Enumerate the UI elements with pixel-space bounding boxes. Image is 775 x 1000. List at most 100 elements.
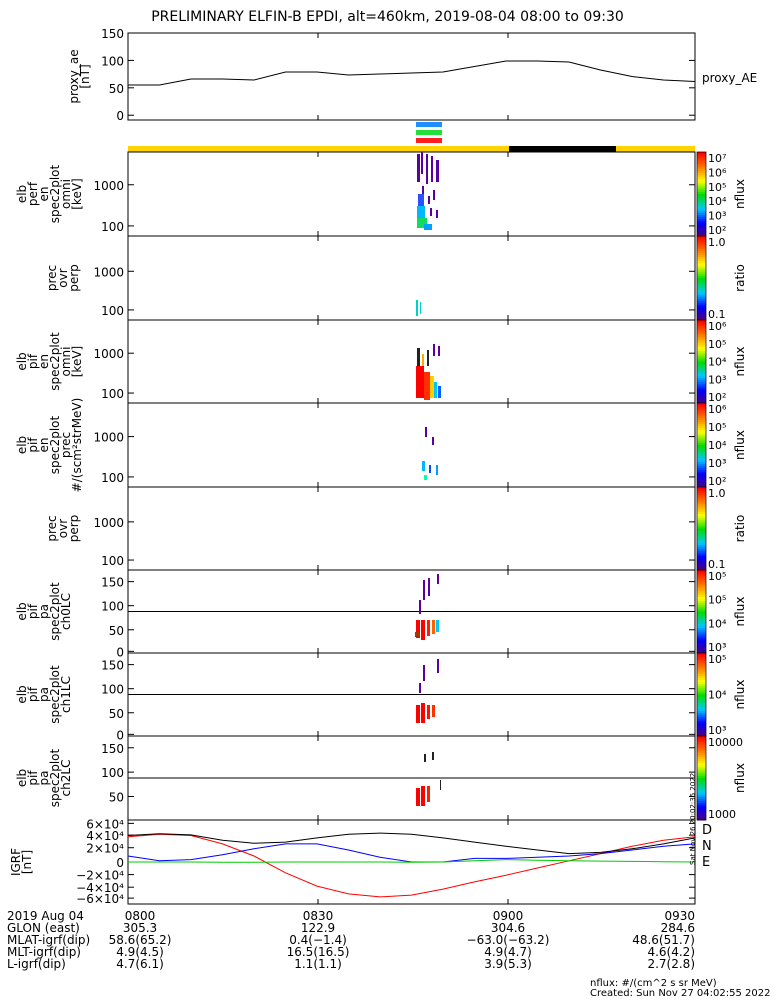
colorbar-cell — [697, 344, 706, 348]
y-axis-label-prec-ovr-perp-1: ovr — [56, 268, 70, 287]
colorbar-cell — [697, 231, 706, 235]
spectrogram-cell — [428, 196, 430, 204]
colorbar-cell — [697, 273, 706, 277]
colorbar-cell — [697, 817, 706, 821]
y-tick-label-elb-pif-omni: 100 — [101, 387, 124, 401]
colorbar-cell — [697, 607, 706, 610]
spectrogram-prec-ovr-perp-1 — [416, 300, 421, 316]
colorbar-cell — [697, 725, 706, 729]
spectrogram-cell — [437, 659, 439, 673]
colorbar-cell — [697, 717, 706, 720]
igrf-e-line — [128, 859, 696, 863]
spectrogram-cell — [437, 574, 439, 584]
spectrogram-cell — [433, 190, 435, 200]
spectrogram-cell — [438, 386, 441, 398]
colorbar-cell — [697, 373, 706, 377]
y-axis-label-elb-pif-omni: spec2plot — [48, 332, 62, 391]
y-tick-label-elb-pif-pa-ch0lc: 100 — [101, 600, 124, 614]
y-tick-label-igrf: 6×10⁴ — [86, 817, 124, 831]
y-tick-label-igrf: −4×10⁴ — [76, 881, 124, 895]
colorbar-cell — [697, 493, 706, 496]
colorbar-cell — [697, 520, 706, 523]
colorbar-elb-pif-pa-ch0lc — [697, 570, 706, 654]
colorbar-label-elb-pif-pa-ch1lc: 10⁵ — [708, 653, 726, 666]
colorbar-cell — [697, 617, 706, 621]
colorbar-cell — [697, 801, 706, 804]
spectrogram-cell — [423, 665, 425, 681]
colorbar-cell — [697, 292, 706, 296]
colorbar-label-elb-pif-pa-ch1lc: 10⁴ — [708, 689, 727, 702]
colorbar-cell — [697, 711, 706, 714]
colorbar-units-elb-pif-pa-ch2lc: nflux — [733, 763, 747, 793]
colorbar-cell — [697, 545, 706, 548]
colorbar-cell — [697, 311, 706, 315]
panel-frame-prec-ovr-perp-2 — [127, 486, 696, 571]
colorbar-cell — [697, 511, 706, 515]
colorbar-cell — [697, 723, 706, 727]
colorbar-cell — [697, 185, 706, 189]
colorbar-cell — [697, 603, 706, 606]
colorbar-label-elb-pif-prec: 10⁴ — [708, 439, 727, 452]
colorbar-cell — [697, 532, 706, 536]
colorbar-cell — [697, 246, 706, 250]
colorbar-cell — [697, 367, 706, 371]
y-tick-label-proxy-ae: 100 — [101, 54, 124, 68]
igrf-d-line — [127, 833, 696, 898]
colorbar-cell — [697, 269, 706, 273]
colorbar-cell — [697, 694, 706, 698]
colorbar-cell — [697, 509, 706, 513]
spectrogram-cell — [427, 786, 430, 802]
colorbar-cell — [697, 340, 706, 344]
colorbar-cell — [697, 326, 706, 329]
colorbar-cell — [697, 361, 706, 365]
y-axis-label-elb-pif-prec: en — [37, 438, 51, 453]
colorbar-cell — [697, 561, 706, 565]
y-axis-label-elb-pif-pa-ch0lc: pa — [37, 604, 51, 619]
y-axis-label-elb-pif-prec: pif — [26, 437, 40, 453]
colorbar-label-elb-pif-pa-ch2lc: 1000 — [708, 808, 736, 821]
colorbar-cell — [697, 794, 706, 798]
colorbar-cell — [697, 296, 706, 300]
colorbar-cell — [697, 305, 706, 308]
colorbar-cell — [697, 394, 706, 398]
y-tick-label-elb-pif-omni: 1000 — [93, 347, 124, 361]
spectrogram-elb-pif-omni — [416, 344, 441, 400]
colorbar-cell — [697, 421, 706, 425]
colorbar-cell — [697, 655, 706, 658]
colorbar-cell — [697, 463, 706, 467]
spectrogram-cell — [417, 206, 425, 220]
colorbar-cell — [697, 805, 706, 808]
colorbar-label-elb-pif-pa-ch2lc: 10000 — [708, 736, 743, 749]
orbit-row-value: 4.6(4.2) — [647, 945, 695, 959]
colorbar-cell — [697, 202, 706, 205]
colorbar-label-elb-perf: 10⁴ — [708, 195, 727, 208]
colorbar-cell — [697, 563, 706, 567]
spectrogram-cell — [422, 461, 425, 471]
plot-title: PRELIMINARY ELFIN-B EPDI, alt=460km, 201… — [151, 9, 624, 25]
colorbar-label-elb-pif-omni: 10⁶ — [708, 320, 727, 333]
colorbar-cell — [697, 342, 706, 346]
colorbar-cell — [697, 252, 706, 256]
spectrogram-cell — [436, 210, 438, 218]
y-axis-label-prec-ovr-perp-2: prec — [45, 515, 59, 541]
colorbar-cell — [697, 400, 706, 404]
orbit-row-label: 2019 Aug 04 — [7, 909, 84, 923]
colorbar-cell — [697, 355, 706, 358]
colorbar-cell — [697, 330, 706, 333]
colorbar-cell — [697, 259, 706, 262]
colorbar-cell — [697, 411, 706, 414]
colorbar-cell — [697, 168, 706, 172]
colorbar-cell — [697, 349, 706, 352]
y-axis-label-elb-pif-pa-ch2lc: pa — [37, 771, 51, 786]
colorbar-cell — [697, 198, 706, 201]
spectrogram-cell — [416, 620, 420, 638]
colorbar-cell — [697, 792, 706, 796]
colorbar-cell — [697, 173, 706, 176]
colorbar-cell — [697, 594, 706, 598]
colorbar-cell — [697, 233, 706, 237]
colorbar-cell — [697, 543, 706, 546]
colorbar-cell — [697, 299, 706, 302]
spectrogram-cell — [433, 344, 435, 356]
colorbar-cell — [697, 210, 706, 214]
colorbar-cell — [697, 476, 706, 480]
